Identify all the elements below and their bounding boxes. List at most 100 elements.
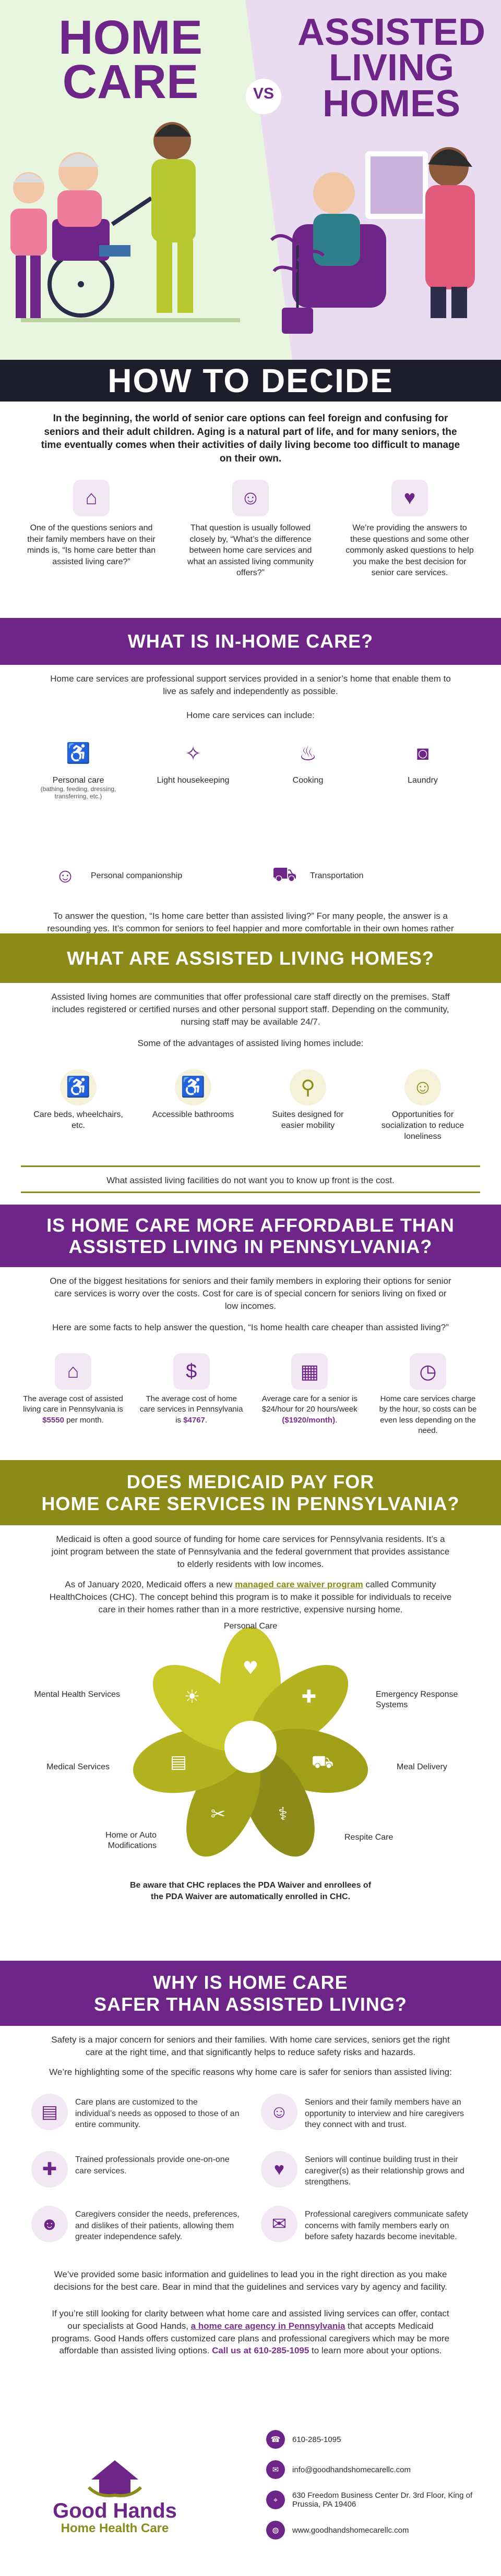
reason-card: ✚ Trained professionals provide one-on-o…: [31, 2151, 240, 2188]
petal-label: Respite Care: [344, 1833, 393, 1842]
car-icon: ⛟: [272, 864, 297, 885]
advantages-row: ♿ Care beds, wheelchairs, etc. ♿ Accessi…: [31, 1069, 470, 1142]
reason-card: ♥ Seniors will continue building trust i…: [261, 2151, 470, 2188]
group-icon: ☺: [404, 1069, 441, 1105]
versus-badge: VS: [253, 85, 275, 102]
delivery-truck-icon: ⛟: [312, 1752, 334, 1772]
seniors-icon: ♥: [391, 480, 428, 516]
divider: [21, 1165, 480, 1167]
reason-text: Caregivers consider the needs, preferenc…: [75, 2210, 240, 2242]
service-label: Transportation: [310, 871, 364, 880]
service-sub: (bathing, feeding, dressing, transferrin…: [40, 785, 116, 800]
assisted-note: What assisted living facilities do not w…: [106, 1175, 395, 1185]
medicaid-section: Medicaid is often a good source of fundi…: [0, 1533, 501, 1929]
assisted-living-section-title: WHAT ARE ASSISTED LIVING HOMES?: [67, 947, 434, 969]
brand-tagline: Home Health Care: [61, 2521, 169, 2535]
phone-icon: ☎: [266, 2430, 285, 2449]
medicaid-banner: DOES MEDICAID PAY FOR HOME CARE SERVICES…: [0, 1460, 501, 1525]
contact-email[interactable]: ✉ info@goodhandshomecarellc.com: [266, 2460, 475, 2479]
medicaid-title: DOES MEDICAID PAY FOR HOME CARE SERVICES…: [41, 1471, 460, 1514]
clipboard-icon: ▤: [170, 1752, 187, 1772]
tools-icon: ✂: [211, 1804, 226, 1825]
contact-list: ☎ 610-285-1095 ✉ info@goodhandshomecarel…: [266, 2430, 475, 2539]
services-row: ♿ Personal care (bathing, feeding, dress…: [31, 735, 470, 800]
calendar-icon: ▦: [291, 1353, 328, 1390]
affordable-banner: IS HOME CARE MORE AFFORDABLE THAN ASSIST…: [0, 1205, 501, 1267]
managed-care-waiver-link[interactable]: managed care waiver program: [235, 1579, 363, 1590]
chc-services-diagram: ♥ ✚ ⛟ ⚕ ✂ ▤ ☀: [133, 1627, 368, 1857]
assisted-living-banner: WHAT ARE ASSISTED LIVING HOMES?: [0, 933, 501, 983]
in-home-care-title: WHAT IS IN-HOME CARE?: [127, 630, 374, 652]
how-to-decide-banner: HOW TO DECIDE: [0, 360, 501, 402]
service-label: Light housekeeping: [157, 776, 230, 785]
closing-text: We’ve provided some basic information an…: [54, 2269, 447, 2292]
closing-text: to learn more about your options.: [309, 2346, 442, 2356]
clock-dollar-icon: ◷: [409, 1353, 446, 1390]
fact-text: The average cost of home care services i…: [139, 1394, 243, 1425]
communication-icon: ✉: [261, 2206, 297, 2242]
brand-name: Good Hands: [53, 2499, 177, 2522]
advantage-label: Accessible bathrooms: [152, 1110, 234, 1119]
caregiver-senior-icon: ☻: [31, 2206, 68, 2242]
fact-text: per month.: [64, 1415, 104, 1425]
fact-item: ⌂ The average cost of assisted living ca…: [21, 1353, 125, 1436]
contact-web[interactable]: ◍ www.goodhandshomecarellc.com: [266, 2521, 475, 2539]
affordable-text: One of the biggest hesitations for senio…: [50, 1276, 451, 1311]
intro-column-text: That question is usually followed closel…: [187, 524, 314, 578]
walker-icon: ⚲: [290, 1069, 326, 1105]
service-item: ♿ Personal care (bathing, feeding, dress…: [31, 735, 125, 800]
brain-icon: ☀: [184, 1686, 200, 1707]
intro-column: ⌂ One of the questions seniors and their…: [26, 480, 157, 579]
fact-item: $ The average cost of home care services…: [139, 1353, 244, 1436]
contact-phone[interactable]: ☎ 610-285-1095: [266, 2430, 475, 2449]
advantage-item: ♿ Accessible bathrooms: [146, 1069, 240, 1142]
assisted-living-illustration-icon: [270, 147, 475, 334]
stethoscope-icon: ⚕: [278, 1804, 288, 1825]
affordable-title: IS HOME CARE MORE AFFORDABLE THAN ASSIST…: [46, 1214, 455, 1257]
fact-highlight: $4767: [183, 1415, 205, 1425]
assisted-living-section: Assisted living homes are communities th…: [0, 991, 501, 1231]
facts-row: ⌂ The average cost of assisted living ca…: [21, 1353, 480, 1436]
house-icon: ⌂: [73, 480, 110, 516]
hero-background: [0, 0, 501, 360]
petal-label: Medical Services: [46, 1763, 110, 1771]
petal-label: Emergency Response Systems: [376, 1690, 458, 1709]
facts-label: Here are some facts to help answer the q…: [52, 1322, 449, 1333]
chc-note: Be aware that CHC replaces the PDA Waive…: [129, 1881, 372, 1901]
in-home-care-text: Home care services are professional supp…: [50, 674, 451, 696]
petal-emergency: [250, 1664, 349, 1751]
advantage-item: ☺ Opportunities for socialization to red…: [376, 1069, 470, 1142]
location-icon: ⌖: [266, 2490, 285, 2509]
how-to-decide-title: HOW TO DECIDE: [108, 362, 393, 399]
personal-care-icon: ♿: [66, 743, 91, 764]
diagram-center: [224, 1721, 277, 1773]
service-item: ☺ Personal companionship: [47, 858, 204, 894]
footer: Good Hands Home Health Care ☎ 610-285-10…: [0, 2409, 501, 2576]
reason-text: Seniors will continue building trust in …: [305, 2155, 464, 2187]
fact-highlight: ($1920/month): [282, 1415, 336, 1425]
companionship-icon: ☺: [55, 865, 76, 887]
fact-text: The average cost of assisted living care…: [23, 1394, 123, 1414]
accessible-icon: ♿: [175, 1069, 211, 1105]
hero: HOME CARE VS ASSISTED LIVING HOMES: [0, 0, 501, 360]
reason-card: ☺ Seniors and their family members have …: [261, 2094, 470, 2131]
divider: [21, 1192, 480, 1193]
fact-text: .: [205, 1415, 208, 1425]
petal-label: Meal Delivery: [397, 1763, 447, 1771]
email-icon: ✉: [266, 2460, 285, 2479]
brand-logo: Good Hands Home Health Care: [37, 2456, 193, 2536]
globe-icon: ◍: [266, 2521, 285, 2539]
interview-icon: ☺: [261, 2094, 297, 2130]
petal-label: Home or Auto Modifications: [105, 1831, 157, 1850]
intro-section: In the beginning, the world of senior ca…: [0, 412, 501, 610]
home-care-agency-link[interactable]: a home care agency in Pennsylvania: [190, 2320, 345, 2331]
fact-item: ▦ Average care for a senior is $24/hour …: [257, 1353, 362, 1436]
fact-text: .: [335, 1415, 338, 1425]
home-care-illustration-icon: [10, 122, 240, 322]
advantage-label: Suites designed for easier mobility: [272, 1110, 344, 1130]
safer-title: WHY IS HOME CARE SAFER THAN ASSISTED LIV…: [94, 1972, 407, 2015]
medicaid-text: As of January 2020, Medicaid offers a ne…: [65, 1579, 235, 1590]
home-cost-icon: $: [173, 1353, 210, 1390]
assisted-living-title: ASSISTED LIVING HOMES: [297, 11, 486, 125]
service-label: Personal companionship: [91, 871, 183, 880]
